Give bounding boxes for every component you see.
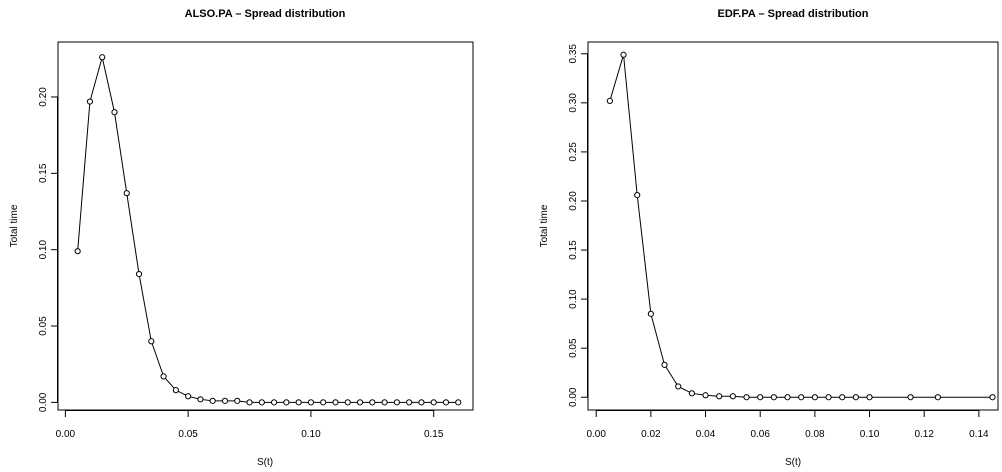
data-point — [757, 394, 764, 401]
y-tick-label: 0.30 — [568, 93, 579, 113]
data-line — [609, 54, 993, 398]
chart-title: EDF.PA – Spread distribution — [718, 8, 869, 20]
data-point — [784, 394, 791, 401]
data-point — [369, 399, 376, 406]
data-point — [246, 399, 253, 406]
data-point — [430, 399, 437, 406]
x-tick-label: 0.12 — [914, 429, 934, 440]
data-point — [702, 392, 709, 399]
data-point — [620, 51, 627, 58]
data-line — [77, 57, 459, 403]
data-point — [332, 399, 339, 406]
data-point — [770, 394, 777, 401]
y-tick-label: 0.20 — [38, 87, 49, 107]
plot-box — [57, 41, 474, 411]
data-point — [729, 393, 736, 400]
y-axis-title: Total time — [9, 204, 20, 247]
y-tick-label: 0.20 — [568, 191, 579, 211]
x-axis-title: S(t) — [257, 457, 273, 468]
x-tick-label: 0.06 — [750, 429, 770, 440]
y-tick-label: 0.25 — [568, 142, 579, 162]
data-point — [716, 393, 723, 400]
data-point — [852, 394, 859, 401]
x-tick-label: 0.10 — [860, 429, 880, 440]
data-point — [283, 399, 290, 406]
data-point — [99, 54, 106, 61]
data-point — [606, 97, 613, 104]
y-tick-label: 0.05 — [568, 338, 579, 358]
data-point — [634, 191, 641, 199]
data-point — [356, 399, 364, 406]
data-point — [393, 399, 400, 406]
chart-title: ALSO.PA – Spread distribution — [185, 8, 346, 20]
data-point — [234, 397, 241, 404]
y-tick-label: 0.15 — [38, 163, 49, 183]
data-point — [258, 399, 265, 406]
data-point — [185, 393, 192, 400]
x-tick-label: 0.08 — [805, 429, 825, 440]
data-point — [688, 390, 695, 397]
data-point — [825, 394, 832, 401]
data-point — [743, 394, 750, 401]
data-point — [344, 399, 351, 406]
data-point — [307, 399, 315, 406]
data-point — [418, 399, 425, 406]
data-point — [86, 98, 94, 105]
y-tick-label: 0.10 — [38, 240, 49, 260]
data-point — [197, 396, 204, 403]
data-point — [148, 338, 155, 345]
x-axis-title: S(t) — [785, 457, 801, 468]
x-tick-label: 0.05 — [178, 429, 198, 440]
data-point — [160, 373, 167, 380]
data-point — [675, 383, 682, 390]
data-point — [221, 397, 229, 404]
plot-box — [587, 41, 999, 411]
data-point — [209, 397, 216, 404]
data-point — [74, 248, 81, 255]
data-point — [811, 394, 818, 401]
data-point — [123, 190, 130, 197]
x-tick-label: 0.00 — [56, 429, 76, 440]
y-tick-label: 0.05 — [38, 316, 49, 336]
data-point — [295, 399, 302, 406]
y-tick-label: 0.00 — [568, 387, 579, 407]
data-point — [135, 270, 143, 278]
data-point — [172, 387, 179, 394]
data-point — [661, 361, 668, 368]
data-point — [442, 399, 450, 406]
data-point — [381, 399, 388, 406]
data-point — [270, 399, 278, 406]
y-tick-label: 0.10 — [568, 289, 579, 309]
x-tick-label: 0.15 — [424, 429, 444, 440]
x-tick-label: 0.00 — [586, 429, 606, 440]
y-axis-title: Total time — [539, 204, 550, 247]
data-point — [866, 394, 873, 401]
data-point — [839, 394, 846, 401]
y-tick-label: 0.15 — [568, 240, 579, 260]
x-tick-label: 0.04 — [696, 429, 716, 440]
data-point — [320, 399, 327, 406]
data-point — [647, 310, 654, 317]
data-point — [455, 399, 462, 406]
data-point — [989, 394, 996, 401]
data-point — [934, 394, 941, 401]
x-tick-label: 0.14 — [969, 429, 989, 440]
y-tick-label: 0.00 — [38, 392, 49, 412]
data-point — [406, 399, 413, 406]
y-tick-label: 0.35 — [568, 44, 579, 64]
data-point — [798, 394, 805, 401]
data-point — [907, 394, 914, 401]
x-tick-label: 0.10 — [301, 429, 321, 440]
x-tick-label: 0.02 — [641, 429, 661, 440]
data-point — [111, 109, 118, 116]
